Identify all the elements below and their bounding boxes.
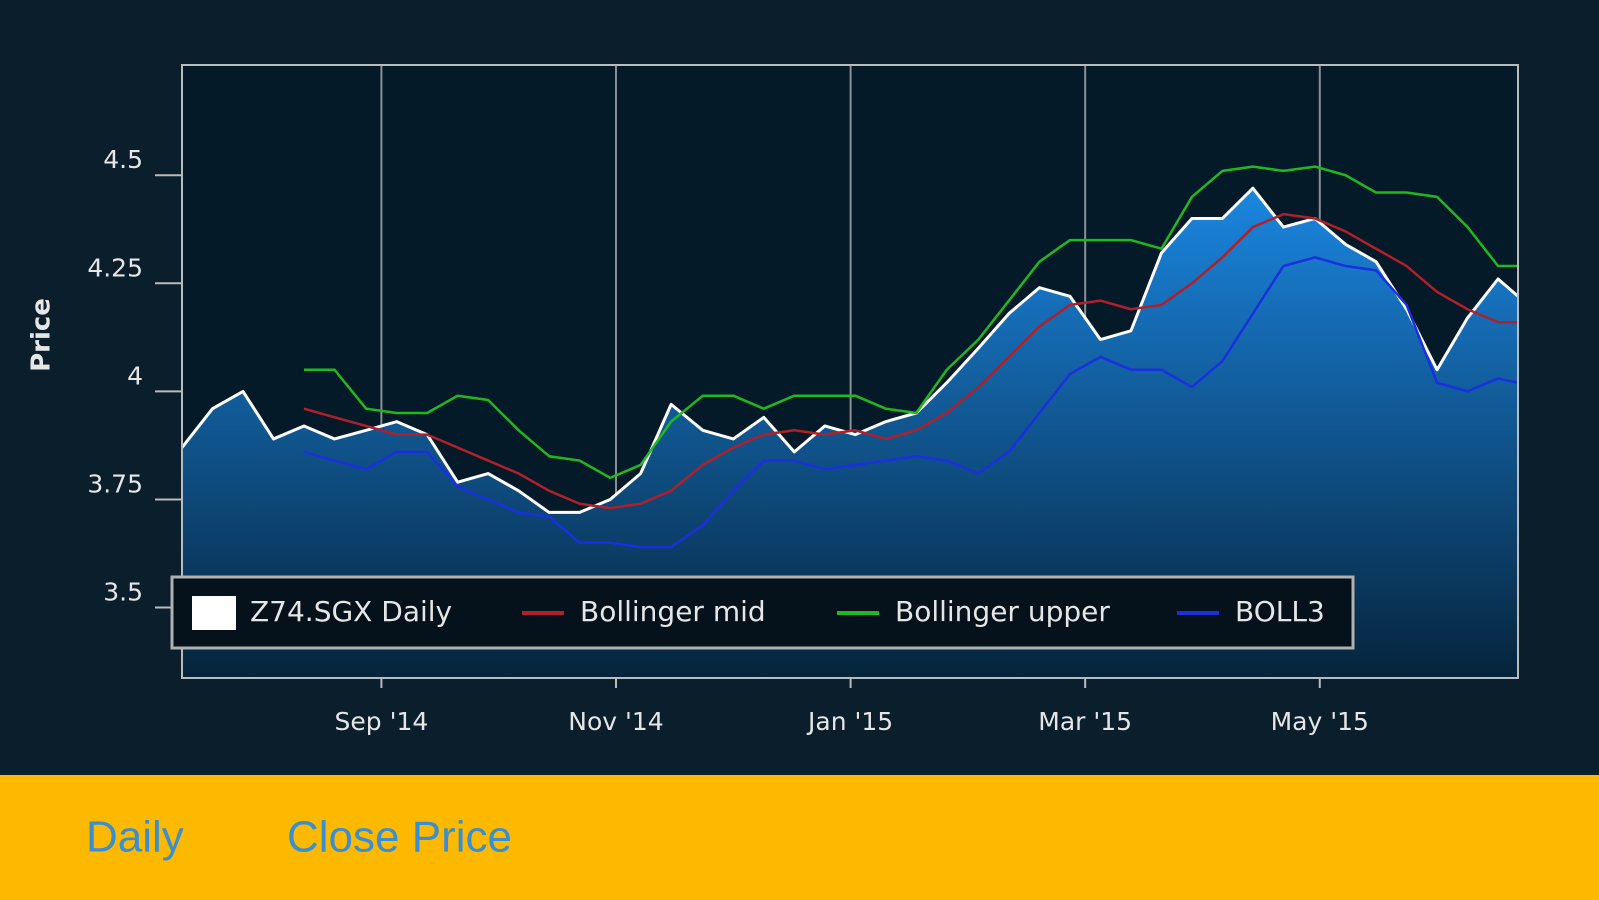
x-tick-label: Sep '14 [335,707,429,736]
series-line [303,165,1518,480]
legend-label: BOLL3 [1235,595,1325,628]
legend-label: Bollinger upper [895,595,1110,628]
x-tick-label: Mar '15 [1038,707,1132,736]
x-tick-label: May '15 [1271,707,1369,736]
series-line [303,256,1519,549]
legend-box [170,575,1355,650]
footer-bar [0,775,1599,900]
legend-label: Bollinger mid [580,595,766,628]
y-tick-label: 4.25 [87,253,143,282]
legend-swatch [192,596,236,630]
legend-label: Z74.SGX Daily [250,595,452,628]
footer-tab[interactable]: Close Price [287,813,512,862]
x-tick-label: Jan '15 [806,707,893,736]
y-tick-label: 3.75 [87,469,143,498]
series-line [180,186,1519,514]
x-tick-label: Nov '14 [568,707,663,736]
y-axis-label: Price [27,298,57,372]
series-line [303,212,1518,510]
y-tick-label: 4.5 [103,145,143,174]
area [182,188,1518,679]
y-tick-label: 4 [127,361,143,390]
footer-tab[interactable]: Daily [86,813,184,862]
y-tick-label: 3.5 [103,578,143,607]
